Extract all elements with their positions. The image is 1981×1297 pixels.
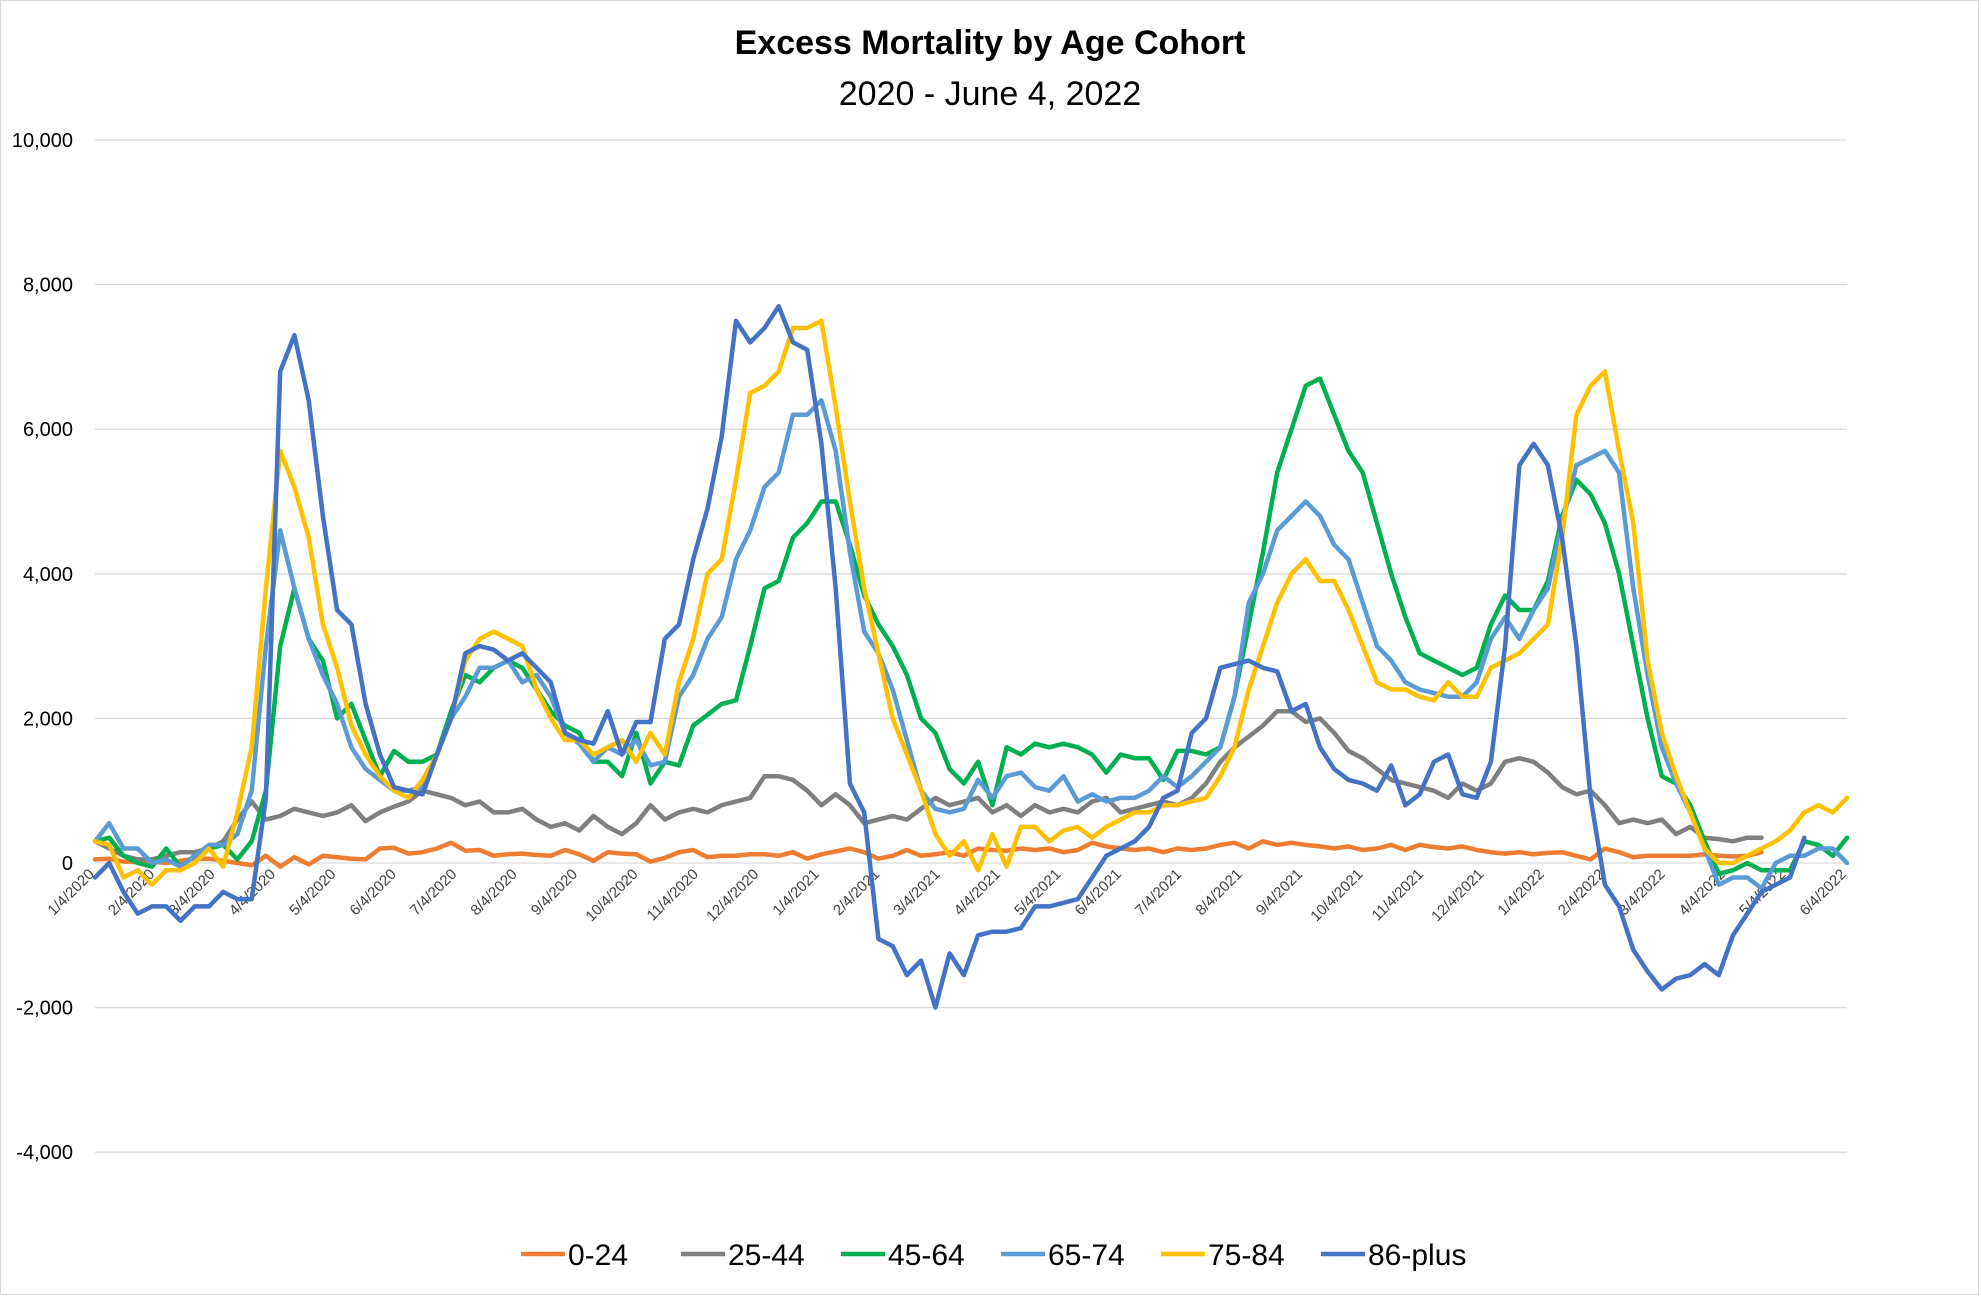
legend-label: 75-84 (1208, 1239, 1285, 1272)
legend-label: 25-44 (728, 1239, 805, 1272)
y-tick-label: 6,000 (23, 419, 73, 441)
y-tick-label: 2,000 (23, 708, 73, 730)
y-tick-label: 10,000 (12, 130, 73, 152)
x-tick-label: 2/4/2022 (1555, 866, 1608, 919)
x-tick-label: 12/4/2020 (703, 866, 762, 925)
legend-item-25-44: 25-44 (681, 1239, 805, 1272)
x-tick-label: 10/4/2021 (1307, 866, 1366, 925)
x-axis-tick-labels: 1/4/2020 2/4/2020 3/4/2020 4/4/2020 5/4/2020… (45, 866, 1850, 925)
x-tick-label: 5/4/2021 (1011, 866, 1064, 919)
series-lines (92, 304, 1850, 1010)
chart-title: Excess Mortality by Age Cohort (735, 24, 1246, 62)
y-tick-label: 4,000 (23, 564, 73, 586)
series-line-75-84 (92, 318, 1850, 887)
x-tick-label: 11/4/2020 (644, 866, 702, 924)
chart-subtitle: 2020 - June 4, 2022 (839, 75, 1141, 113)
series-line-86-plus (92, 304, 1807, 1010)
x-tick-label: 1/4/2022 (1494, 866, 1547, 919)
legend-label: 45-64 (888, 1239, 965, 1272)
legend-item-0-24: 0-24 (521, 1239, 628, 1272)
y-axis-tick-labels: 10,000 8,000 6,000 4,000 2,000 0 -2,000 -4,000 (12, 130, 73, 1164)
legend-item-86-plus: 86-plus (1321, 1239, 1466, 1272)
y-tick-label: -4,000 (16, 1142, 73, 1164)
x-tick-label: 1/4/2021 (769, 866, 822, 919)
x-tick-label: 6/4/2020 (347, 866, 400, 919)
x-tick-label: 8/4/2021 (1192, 866, 1245, 919)
gridlines (95, 139, 1847, 1153)
y-tick-label: -2,000 (16, 998, 73, 1020)
x-tick-label: 10/4/2020 (582, 866, 641, 925)
y-tick-label: 8,000 (23, 275, 73, 297)
x-tick-label: 4/4/2021 (951, 866, 1004, 919)
x-tick-label: 11/4/2021 (1369, 866, 1427, 924)
legend-label: 86-plus (1368, 1239, 1466, 1272)
legend-label: 65-74 (1048, 1239, 1125, 1272)
x-tick-label: 8/4/2020 (467, 866, 520, 919)
x-tick-label: 9/4/2021 (1253, 866, 1306, 919)
x-tick-label: 12/4/2021 (1428, 866, 1487, 925)
legend-item-65-74: 65-74 (1001, 1239, 1125, 1272)
x-tick-label: 3/4/2021 (890, 866, 943, 919)
x-tick-label: 9/4/2020 (528, 866, 581, 919)
x-tick-label: 3/4/2022 (1615, 866, 1668, 919)
legend: 0-24 25-44 45-64 65-74 75-84 86-plus (521, 1239, 1466, 1272)
x-tick-label: 7/4/2020 (407, 866, 460, 919)
legend-item-45-64: 45-64 (841, 1239, 965, 1272)
y-tick-label: 0 (62, 853, 73, 875)
x-tick-label: 6/4/2022 (1797, 866, 1850, 919)
legend-item-75-84: 75-84 (1161, 1239, 1285, 1272)
x-tick-label: 7/4/2021 (1132, 866, 1185, 919)
x-tick-label: 5/4/2020 (286, 866, 339, 919)
series-line-0-24 (92, 839, 1764, 869)
legend-label: 0-24 (568, 1239, 628, 1272)
